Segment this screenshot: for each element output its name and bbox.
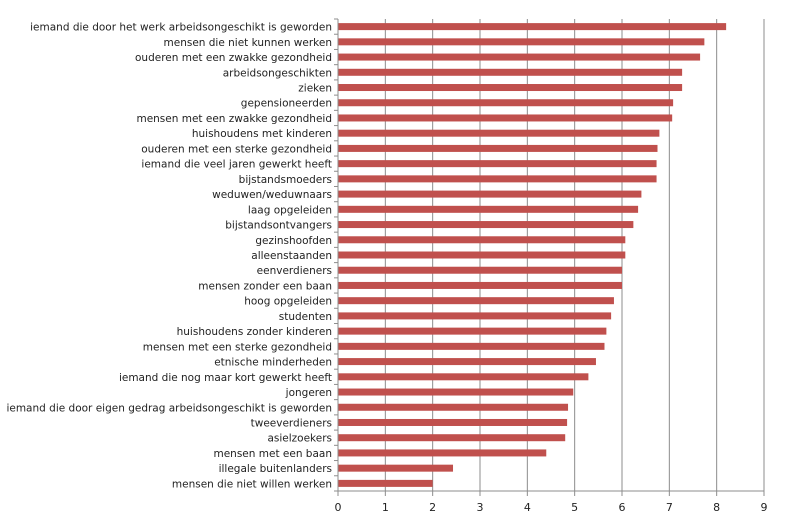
bar [338, 160, 657, 168]
bar [338, 129, 660, 137]
bar [338, 190, 642, 198]
bar [338, 114, 673, 122]
x-tick-label: 1 [382, 501, 389, 514]
bar [338, 327, 607, 335]
bar [338, 53, 701, 61]
category-label: huishoudens met kinderen [192, 128, 332, 140]
category-label: etnische minderheden [214, 357, 332, 369]
category-label: mensen met een baan [213, 448, 332, 460]
category-labels: iemand die door het werk arbeidsongeschi… [6, 22, 332, 491]
category-label: jongeren [285, 387, 332, 399]
bar [338, 342, 605, 350]
bar [338, 68, 683, 76]
category-label: alleenstaanden [251, 250, 332, 262]
x-tick-label: 6 [619, 501, 626, 514]
bar [338, 281, 622, 289]
category-label: arbeidsongeschikten [223, 67, 332, 79]
category-label: ouderen met een zwakke gezondheid [135, 52, 332, 64]
category-label: laag opgeleiden [248, 204, 332, 216]
bar [338, 403, 569, 411]
category-label: tweeverdieners [251, 417, 332, 429]
axes [334, 18, 765, 496]
bar [338, 266, 622, 274]
category-label: gepensioneerden [241, 98, 332, 110]
bar [338, 205, 639, 213]
bar [338, 221, 634, 229]
bar [338, 388, 574, 396]
bar [338, 251, 626, 259]
bar [338, 23, 727, 31]
category-label: iemand die veel jaren gewerkt heeft [141, 159, 332, 171]
bar [338, 358, 596, 366]
category-label: iemand die door eigen gedrag arbeidsonge… [6, 402, 332, 414]
category-label: mensen die niet willen werken [172, 478, 332, 490]
x-tick-labels: 0 1 2 3 4 5 6 7 8 9 [335, 501, 768, 514]
category-label: asielzoekers [267, 433, 332, 445]
category-label: huishoudens zonder kinderen [177, 326, 332, 338]
x-tick-label: 8 [713, 501, 720, 514]
category-label: gezinshoofden [255, 235, 332, 247]
x-tick-label: 3 [477, 501, 484, 514]
category-label: bijstandsmoeders [239, 174, 332, 186]
x-tick-label: 4 [524, 501, 531, 514]
x-tick-label: 5 [571, 501, 578, 514]
bar [338, 84, 683, 92]
bar [338, 373, 589, 381]
bar [338, 434, 566, 442]
category-label: mensen zonder een baan [198, 280, 332, 292]
bar [338, 175, 657, 183]
bar [338, 236, 626, 244]
category-label: bijstandsontvangers [225, 220, 332, 232]
bar [338, 297, 614, 305]
category-label: mensen met een sterke gezondheid [143, 341, 332, 353]
bar [338, 464, 454, 472]
bar [338, 479, 433, 487]
x-tick-label: 9 [761, 501, 768, 514]
category-label: ouderen met een sterke gezondheid [141, 143, 332, 155]
bar [338, 312, 612, 320]
bar [338, 38, 705, 46]
bar [338, 449, 547, 457]
category-label: mensen die niet kunnen werken [164, 37, 333, 49]
bar [338, 418, 568, 426]
category-label: weduwen/weduwnaars [212, 189, 332, 201]
bar [338, 144, 658, 152]
category-label: studenten [279, 311, 332, 323]
x-tick-label: 0 [335, 501, 342, 514]
category-label: mensen met een zwakke gezondheid [136, 113, 332, 125]
category-label: eenverdieners [257, 265, 332, 277]
category-label: iemand die door het werk arbeidsongeschi… [30, 22, 332, 34]
bars [338, 23, 727, 487]
bar [338, 99, 674, 107]
x-tick-label: 2 [429, 501, 436, 514]
category-label: zieken [298, 83, 332, 95]
x-tick-label: 7 [666, 501, 673, 514]
category-label: iemand die nog maar kort gewerkt heeft [119, 372, 332, 384]
category-label: illegale buitenlanders [219, 463, 332, 475]
category-label: hoog opgeleiden [244, 296, 332, 308]
